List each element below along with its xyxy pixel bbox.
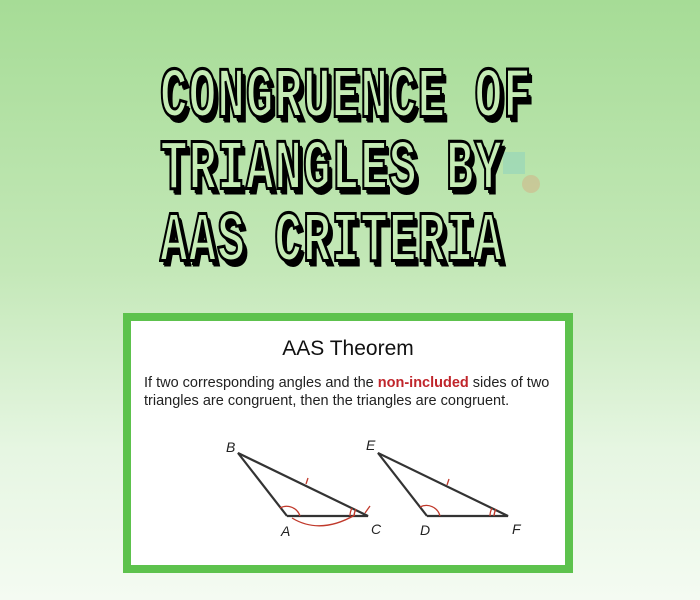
angle-mark-f <box>489 507 497 517</box>
angle-mark-d <box>419 504 441 517</box>
theorem-card: AAS Theorem If two corresponding angles … <box>123 313 573 573</box>
side-tick-bc <box>305 477 309 485</box>
watermark-dot <box>522 175 540 193</box>
vertex-label-a: A <box>280 523 290 539</box>
tick-c <box>364 505 371 514</box>
theorem-statement: If two corresponding angles and the non-… <box>144 374 574 410</box>
vertex-label-d: D <box>420 522 430 538</box>
highlight-text: non-included <box>377 375 469 391</box>
title-line: AAS CRITERIA <box>159 201 504 282</box>
side-tick-ef <box>446 478 450 486</box>
theorem-title: AAS Theorem <box>282 337 414 360</box>
title-line: CONGRUENCE OF <box>159 57 532 138</box>
statement-text: If two corresponding angles and the <box>144 375 378 391</box>
vertex-label-f: F <box>512 521 522 537</box>
vertex-label-c: C <box>371 521 382 537</box>
title-line: TRIANGLES BY <box>159 129 504 210</box>
arc-ac <box>291 514 356 527</box>
vertex-label-e: E <box>366 437 376 453</box>
triangle-abc <box>237 452 369 518</box>
triangle-def <box>377 452 509 518</box>
statement-text: sides of two triangles are congruent, th… <box>144 375 550 409</box>
angle-mark-a <box>279 505 301 517</box>
page-title: CONGRUENCE OF TRIANGLES BY AAS CRITERIA <box>159 57 532 278</box>
vertex-label-b: B <box>226 439 235 455</box>
watermark-square <box>503 152 525 174</box>
